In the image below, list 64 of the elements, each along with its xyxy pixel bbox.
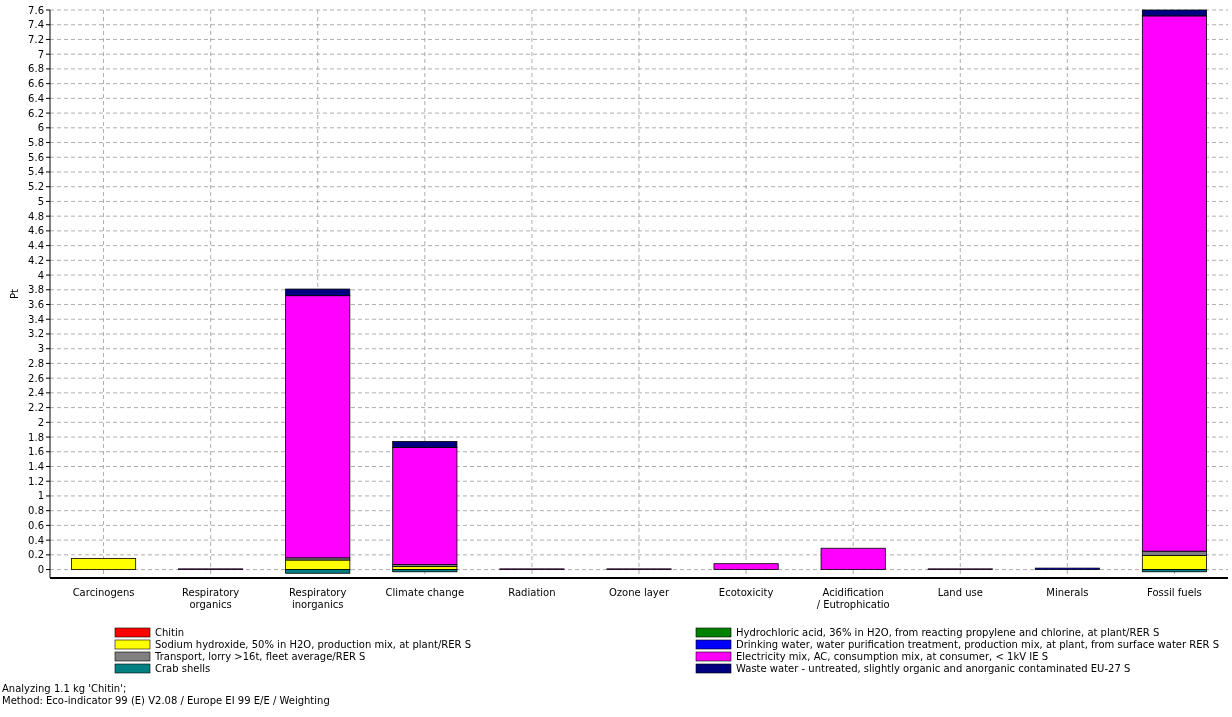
y-tick-label: 6.8 [28, 63, 44, 75]
y-tick-label: 3.2 [28, 328, 44, 340]
x-tick-label: Ecotoxicity [718, 587, 774, 598]
y-tick-label: 6.4 [28, 92, 44, 104]
y-tick-label: 2 [37, 416, 44, 428]
y-tick-label: 1.4 [28, 461, 44, 472]
y-tick-label: 7.6 [28, 4, 44, 16]
bar [71, 558, 137, 570]
x-tick-label: Carcinogens [72, 587, 135, 598]
y-tick-label: 5.6 [28, 151, 44, 163]
x-tick-label: Radiation [508, 587, 556, 598]
y-axis-title: Pt [9, 288, 20, 299]
y-tick-label: 6 [37, 122, 44, 134]
y-tick-label: 0 [37, 564, 44, 576]
y-tick-label: 1.6 [28, 446, 44, 458]
x-tick-label: Fossil fuels [1147, 587, 1202, 598]
y-tick-label: 3.6 [28, 299, 44, 311]
y-tick-label: 3.4 [28, 313, 44, 325]
legend-label: Sodium hydroxide, 50% in H2O, production mix, at plant/RER S [155, 639, 472, 650]
y-tick-label: 3 [37, 343, 44, 355]
x-tick-label: Respiratory inorganics [289, 587, 347, 610]
y-tick-label: 5.8 [28, 137, 44, 149]
y-tick-label: 7 [37, 48, 44, 60]
legend-label: Crab shells [155, 663, 211, 674]
y-tick-label: 1.8 [28, 431, 44, 443]
x-tick-label: Climate change [385, 587, 465, 598]
y-tick-label: 2.6 [28, 372, 44, 384]
x-tick-label: Minerals [1046, 587, 1089, 598]
y-tick-label: 4.4 [28, 240, 44, 252]
y-tick-label: 2.4 [28, 387, 44, 399]
y-tick-label: 3.8 [28, 284, 44, 296]
y-tick-label: 4.2 [28, 254, 44, 266]
bar [713, 563, 779, 570]
y-tick-label: 0.8 [28, 505, 44, 517]
y-tick-label: 4.6 [28, 225, 44, 237]
x-tick-label: Land use [937, 587, 983, 598]
y-tick-label: 4.8 [28, 210, 44, 222]
text: Method: Eco-indicator 99 (E) V2.08 / Europe EI 99 E/E / Weighting [2, 695, 330, 706]
y-tick-label: 1.2 [28, 475, 44, 487]
y-tick-label: 2.2 [28, 402, 44, 414]
y-tick-label: 7.4 [28, 19, 44, 31]
legend-label: Waste water - untreated, slightly organic and anorganic contaminated EU-27 S [736, 663, 1131, 674]
y-tick-label: 5.2 [28, 181, 44, 193]
y-tick-label: 7.2 [28, 33, 44, 45]
legend-label: Transport, lorry >16t, fleet average/RER S [154, 651, 366, 662]
legend-label: Electricity mix, AC, consumption mix, at consumer, < 1kV IE S [736, 651, 1048, 662]
legend-label: Chitin [155, 627, 185, 638]
y-tick-label: 0.6 [28, 519, 44, 531]
y-tick-label: 5.4 [28, 166, 44, 178]
legend-label: Drinking water, water purification treatment, production mix, at plant, from surface water RER S [736, 639, 1220, 650]
y-tick-label: 4 [37, 269, 44, 281]
y-tick-label: 6.2 [28, 107, 44, 119]
bar [820, 547, 886, 570]
y-tick-label: 2.8 [28, 357, 44, 369]
y-tick-label: 5 [37, 195, 44, 207]
y-tick-label: 6.6 [28, 78, 44, 90]
y-tick-label: 0.4 [28, 534, 44, 546]
y-tick-label: 0.2 [28, 549, 44, 561]
x-tick-label: Acidification / Eutrophicatio [816, 587, 890, 610]
text: Analyzing 1.1 kg 'Chitin'; [2, 683, 127, 694]
x-tick-label: Ozone layer [609, 587, 670, 598]
legend-label: Hydrochloric acid, 36% in H2O, from reacting propylene and chlorine, at plant/RER S [736, 627, 1160, 638]
x-tick-label: Respiratory organics [181, 587, 240, 610]
y-tick-label: 1 [37, 490, 44, 502]
